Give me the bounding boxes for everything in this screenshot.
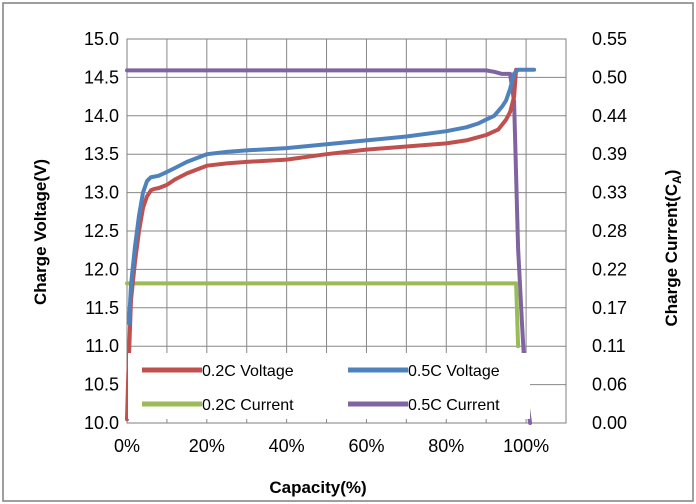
y2-tick-label: 0.50	[592, 67, 627, 87]
series-line-0	[125, 67, 519, 422]
legend-box	[128, 353, 530, 419]
legend-label: 0.5C Current	[408, 397, 500, 414]
y2-tick-label: 0.39	[592, 144, 627, 164]
legend-label: 0.2C Current	[202, 397, 294, 414]
x-tick-label: 80%	[428, 436, 464, 456]
x-tick-label: 0%	[114, 436, 140, 456]
y2-tick-label: 0.22	[592, 259, 627, 279]
y2-axis-title-main: Charge Current(C	[662, 184, 681, 327]
x-axis-ticks: 0% 20% 40% 60% 80% 100%	[114, 436, 549, 456]
legend-label: 0.2C Voltage	[202, 363, 294, 380]
y-axis-title: Charge Voltage(V)	[31, 159, 50, 305]
y-tick-label: 14.5	[84, 67, 119, 87]
x-tick-label: 20%	[189, 436, 225, 456]
y2-tick-label: 0.44	[592, 106, 627, 126]
right-axis-ticks: 0.00 0.06 0.11 0.17 0.22 0.28 0.33 0.39 0.44 0.50…	[592, 29, 627, 433]
left-axis-ticks: 10.0 10.5 11.0 11.5 12.0 12.5 13.0 13.5 14.0 14.5…	[84, 29, 119, 433]
y2-axis-title-sub: A	[670, 175, 684, 184]
y2-tick-label: 0.33	[592, 183, 627, 203]
legend-label: 0.5C Voltage	[408, 363, 500, 380]
y-tick-label: 10.5	[84, 375, 119, 395]
x-tick-label: 100%	[503, 436, 549, 456]
series-line-3	[125, 68, 533, 425]
y-tick-label: 14.0	[84, 106, 119, 126]
y-tick-label: 12.5	[84, 221, 119, 241]
y2-tick-label: 0.28	[592, 221, 627, 241]
y-tick-label: 11.5	[85, 298, 119, 318]
y-tick-label: 13.5	[84, 144, 119, 164]
series-line-2	[125, 281, 521, 349]
legend: 0.2C Voltage 0.5C Voltage 0.2C Current 0.5C…	[128, 353, 530, 419]
y2-tick-label: 0.00	[592, 413, 627, 433]
y2-tick-label: 0.11	[592, 336, 626, 356]
y-tick-label: 10.0	[84, 413, 119, 433]
y2-axis-title-end: )	[662, 170, 681, 176]
y2-tick-label: 0.55	[592, 29, 627, 49]
y2-axis-title: Charge Current(CA)	[662, 170, 684, 327]
y-tick-label: 12.0	[84, 259, 119, 279]
x-tick-label: 60%	[348, 436, 384, 456]
plot-area	[126, 38, 567, 424]
x-axis-title: Capacity(%)	[269, 478, 366, 497]
series-layer	[125, 67, 537, 425]
y-tick-label: 15.0	[84, 29, 119, 49]
series-line-1	[127, 67, 537, 326]
y2-tick-label: 0.06	[592, 375, 627, 395]
y2-tick-label: 0.17	[592, 298, 627, 318]
y-tick-label: 13.0	[84, 183, 119, 203]
y-tick-label: 11.0	[85, 336, 119, 356]
x-tick-label: 40%	[269, 436, 305, 456]
